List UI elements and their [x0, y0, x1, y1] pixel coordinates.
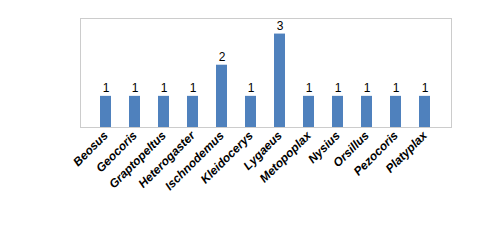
- svg-text:Platyplax: Platyplax: [383, 128, 431, 176]
- svg-text:1: 1: [248, 81, 255, 95]
- svg-text:Nysius: Nysius: [305, 128, 343, 167]
- svg-text:2: 2: [219, 50, 226, 64]
- svg-text:Orsillus: Orsillus: [330, 128, 372, 170]
- svg-text:Kleidocerys: Kleidocerys: [197, 128, 256, 187]
- svg-text:Ischnodemus: Ischnodemus: [162, 128, 227, 193]
- svg-text:1: 1: [132, 81, 139, 95]
- svg-text:Geocoris: Geocoris: [93, 128, 140, 176]
- svg-text:1: 1: [103, 81, 110, 95]
- svg-text:Graptopeltus: Graptopeltus: [106, 128, 169, 192]
- svg-text:1: 1: [161, 81, 168, 95]
- svg-text:1: 1: [306, 81, 313, 95]
- svg-text:Lygaeus: Lygaeus: [240, 128, 285, 173]
- svg-text:1: 1: [335, 81, 342, 95]
- svg-text:3: 3: [277, 19, 284, 33]
- svg-text:Metopoplax: Metopoplax: [256, 128, 314, 186]
- svg-text:1: 1: [393, 81, 400, 95]
- svg-text:1: 1: [190, 81, 197, 95]
- svg-text:Pezocoris: Pezocoris: [350, 128, 401, 179]
- svg-text:1: 1: [422, 81, 429, 95]
- svg-text:Heterogaster: Heterogaster: [135, 128, 198, 191]
- svg-text:Beosus: Beosus: [70, 128, 111, 169]
- svg-text:1: 1: [364, 81, 371, 95]
